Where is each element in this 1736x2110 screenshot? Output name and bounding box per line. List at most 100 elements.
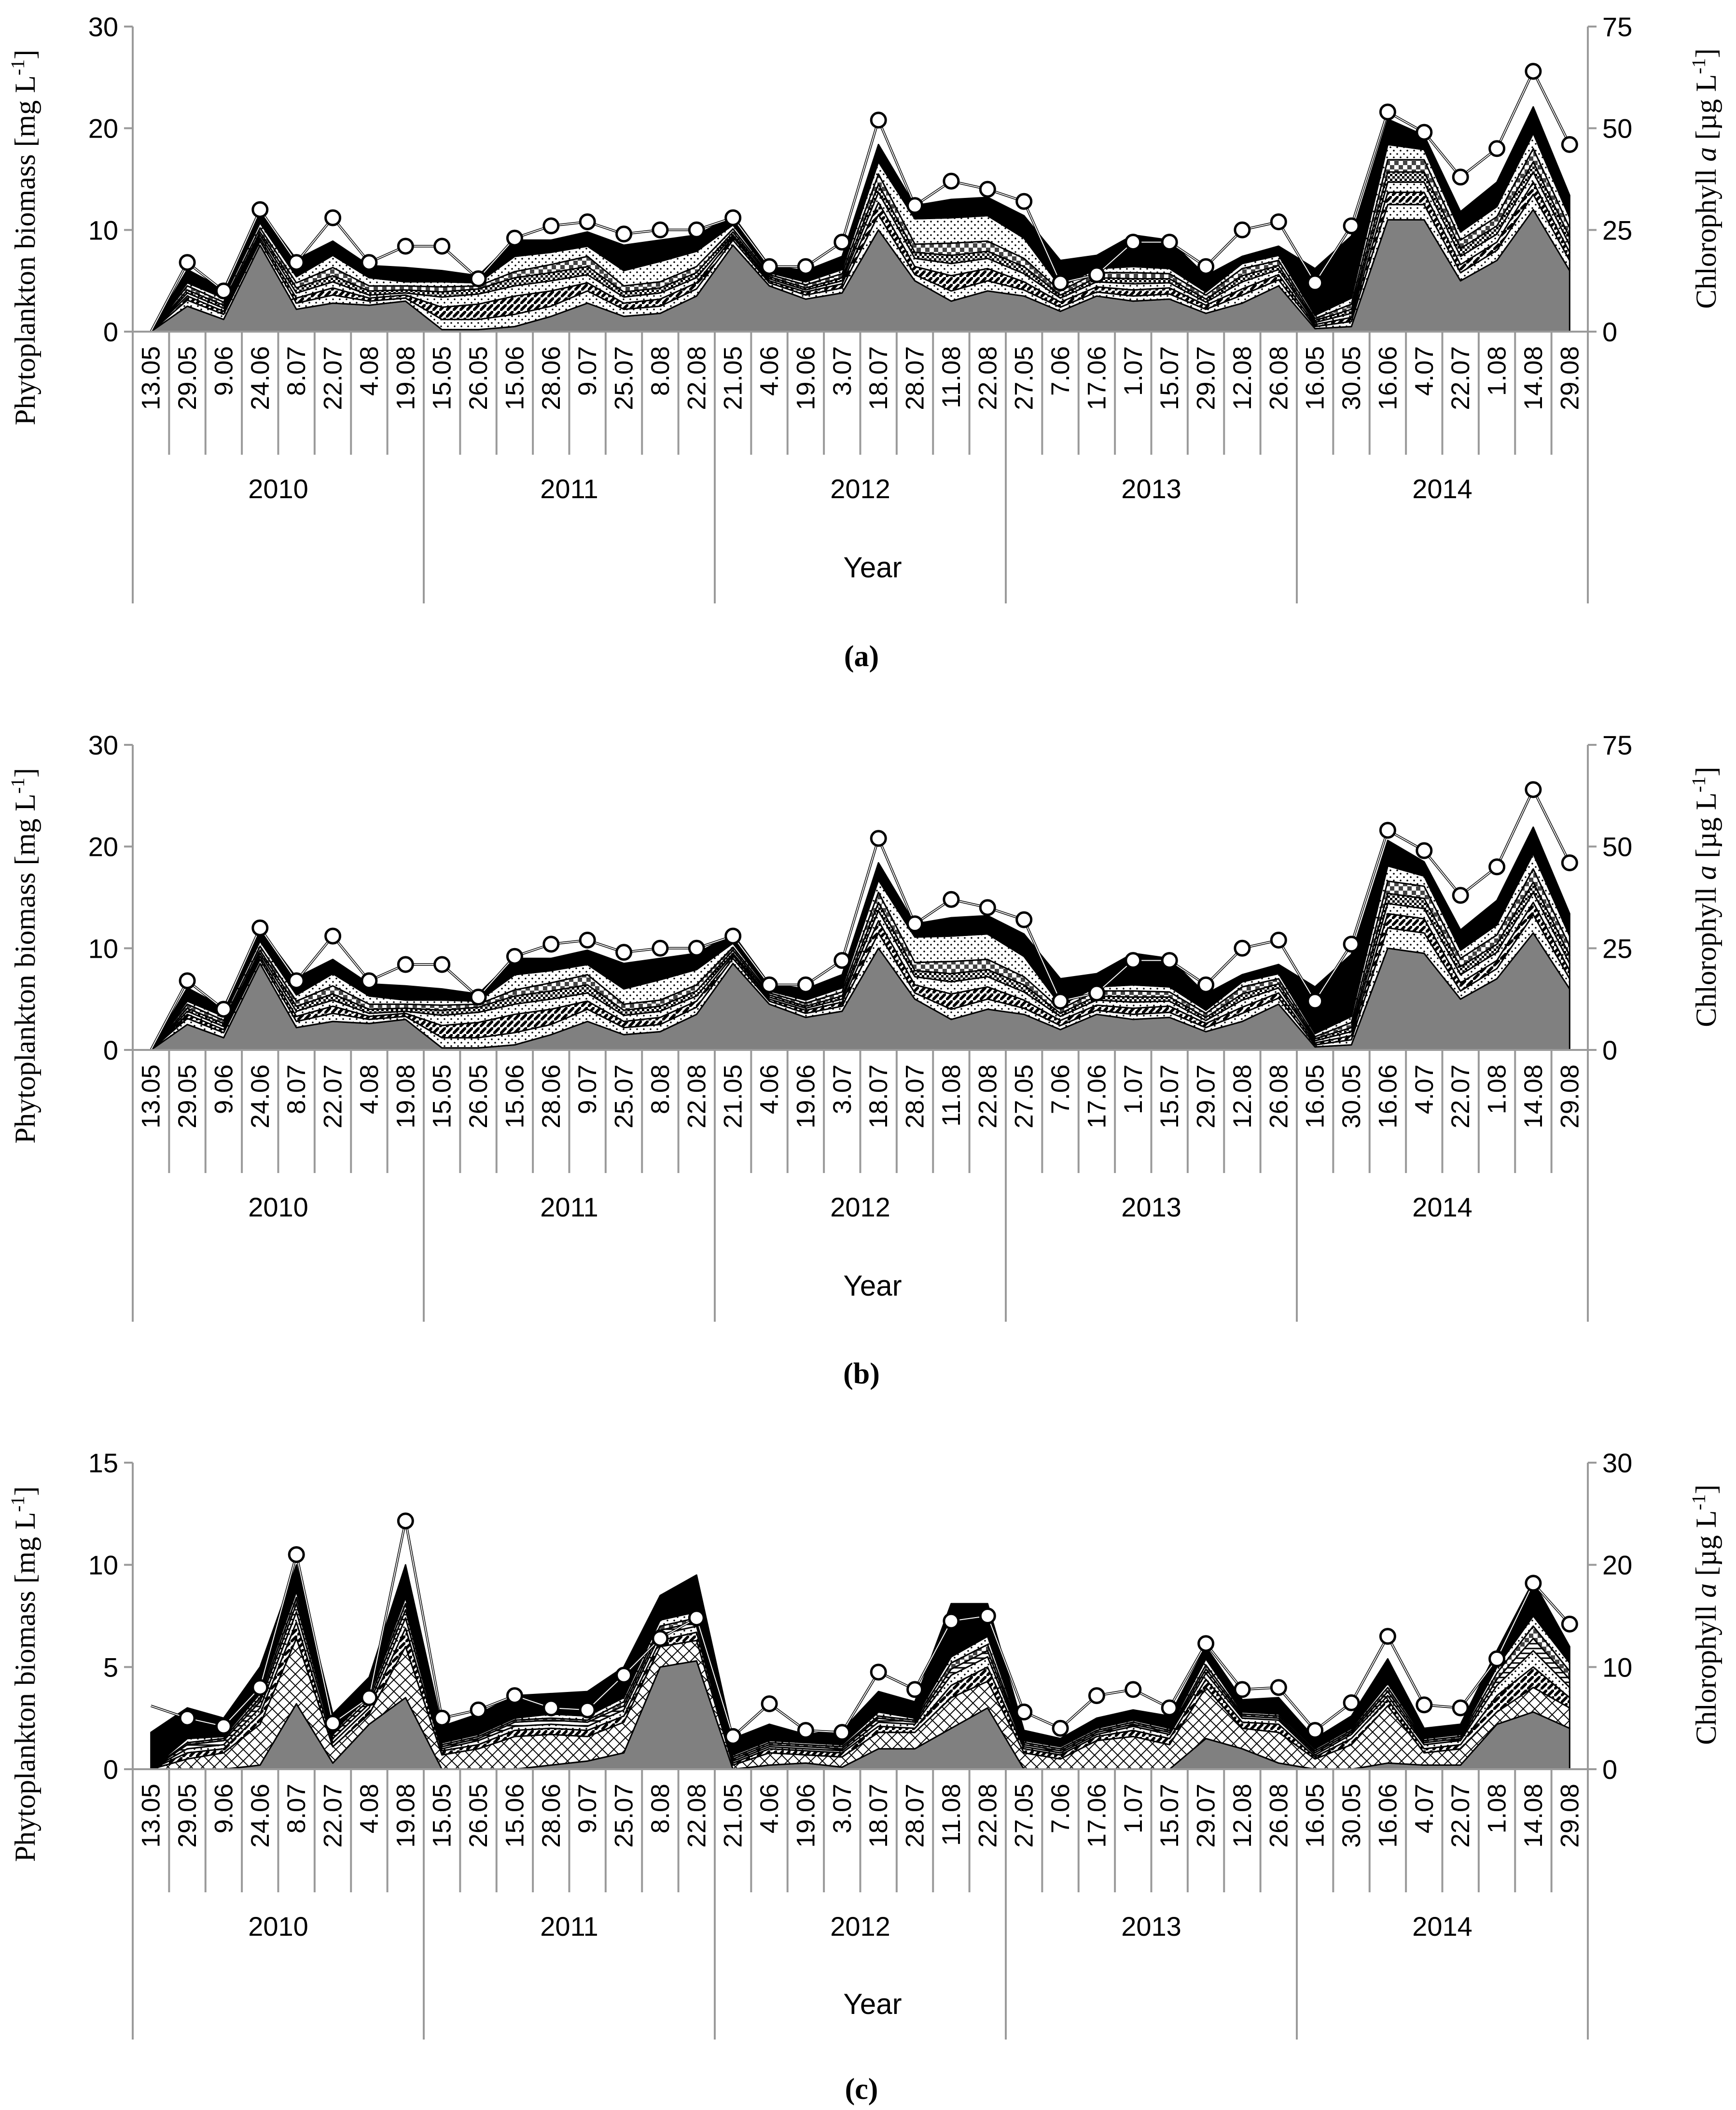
date-label: 4.06 <box>755 346 784 396</box>
chlorophyll-marker <box>433 956 451 973</box>
y2-tick-label: 20 <box>1602 1550 1632 1580</box>
date-label: 24.06 <box>246 1064 275 1129</box>
date-label: 24.06 <box>246 1784 275 1848</box>
chlorophyll-marker <box>943 172 960 190</box>
chlorophyll-marker <box>1234 221 1251 238</box>
date-label: 29.07 <box>1192 346 1221 410</box>
date-label: 22.07 <box>1446 346 1475 410</box>
chlorophyll-marker <box>688 221 705 238</box>
date-label: 19.08 <box>391 1064 420 1129</box>
date-label: 22.07 <box>319 1784 347 1848</box>
chlorophyll-marker <box>506 1687 523 1705</box>
date-label: 9.06 <box>209 346 238 396</box>
chlorophyll-marker <box>797 1722 814 1739</box>
chlorophyll-marker <box>1270 932 1287 949</box>
chlorophyll-marker <box>943 1612 960 1630</box>
chlorophyll-marker <box>1379 103 1396 121</box>
date-label: 1.07 <box>1119 1784 1148 1833</box>
y-tick-label: 10 <box>88 933 118 964</box>
panel-label: (c) <box>845 2073 878 2106</box>
chlorophyll-marker <box>870 1663 887 1681</box>
date-label: 4.07 <box>1410 1784 1439 1833</box>
chlorophyll-marker <box>288 972 305 990</box>
date-label: 15.07 <box>1155 1064 1184 1129</box>
date-label: 1.08 <box>1483 1064 1512 1114</box>
chlorophyll-marker <box>1052 992 1069 1010</box>
date-label: 4.07 <box>1410 1064 1439 1114</box>
chlorophyll-marker <box>1525 1575 1542 1592</box>
chlorophyll-marker <box>1270 213 1287 230</box>
date-label: 3.07 <box>828 1784 857 1833</box>
y-axis-label-left: Phytoplankton biomass [mg L-1] <box>7 768 41 1144</box>
year-label: 2013 <box>1121 1911 1181 1942</box>
y2-tick-label: 50 <box>1602 113 1632 144</box>
date-label: 8.08 <box>646 346 675 396</box>
date-label: 28.06 <box>537 1784 566 1848</box>
chlorophyll-marker <box>724 927 742 945</box>
chlorophyll-marker <box>1488 858 1506 876</box>
year-label: 2010 <box>248 1192 308 1222</box>
chlorophyll-marker <box>361 972 378 990</box>
date-label: 26.05 <box>464 1784 493 1848</box>
date-label: 9.07 <box>573 346 602 396</box>
date-label: 29.08 <box>1555 1784 1584 1848</box>
chlorophyll-marker <box>724 1728 742 1745</box>
chlorophyll-marker <box>1488 140 1506 157</box>
date-label: 8.07 <box>282 346 311 396</box>
chart-panel-b: 13.05 29.05 9.06 24.06 8.07 22.07 4.08 19.08 15.… <box>7 730 1722 1390</box>
chlorophyll-marker <box>1343 1694 1360 1711</box>
date-label: 22.07 <box>319 346 347 410</box>
chlorophyll-marker <box>761 1695 778 1712</box>
chlorophyll-marker <box>579 932 596 949</box>
chlorophyll-marker <box>1561 1615 1578 1633</box>
date-label: 17.06 <box>1083 1064 1111 1129</box>
date-label: 16.06 <box>1374 346 1402 410</box>
date-label: 26.08 <box>1264 1784 1293 1848</box>
y-tick-label: 30 <box>88 730 118 760</box>
date-label: 24.06 <box>246 346 275 410</box>
chlorophyll-marker <box>1452 1699 1469 1717</box>
date-label: 30.05 <box>1337 1064 1366 1129</box>
date-label: 12.08 <box>1228 1784 1257 1848</box>
date-label: 28.07 <box>901 1784 930 1848</box>
chlorophyll-marker <box>542 217 560 235</box>
chlorophyll-marker <box>1052 274 1069 292</box>
chlorophyll-marker <box>1052 1719 1069 1737</box>
chlorophyll-marker <box>1015 1704 1033 1720</box>
y2-tick-label: 0 <box>1602 1754 1617 1785</box>
chlorophyll-marker <box>1561 854 1578 871</box>
date-label: 25.07 <box>610 1064 639 1129</box>
date-label: 28.06 <box>537 1064 566 1129</box>
chlorophyll-line-inner <box>150 788 1570 1050</box>
year-label: 2014 <box>1412 1911 1472 1942</box>
date-label: 25.07 <box>610 346 639 410</box>
chlorophyll-marker <box>179 254 196 271</box>
y-tick-label: 10 <box>88 1550 118 1580</box>
date-label: 9.07 <box>573 1784 602 1833</box>
date-label: 22.08 <box>973 1784 1002 1848</box>
y2-tick-label: 0 <box>1602 1035 1617 1065</box>
date-label: 9.06 <box>209 1784 238 1833</box>
date-label: 19.06 <box>792 346 820 410</box>
date-label: 22.07 <box>1446 1784 1475 1848</box>
chlorophyll-marker <box>324 1715 342 1732</box>
y2-tick-label: 30 <box>1602 1448 1632 1478</box>
date-label: 8.08 <box>646 1064 675 1114</box>
y-tick-label: 15 <box>88 1448 118 1478</box>
chlorophyll-marker <box>251 919 269 936</box>
year-label: 2014 <box>1412 1192 1472 1222</box>
date-label: 17.06 <box>1083 346 1111 410</box>
date-label: 22.07 <box>1446 1064 1475 1129</box>
chlorophyll-marker <box>688 939 705 957</box>
year-label: 2012 <box>830 474 890 504</box>
y-tick-label: 0 <box>103 317 118 347</box>
chlorophyll-marker <box>724 209 742 226</box>
date-label: 14.08 <box>1519 1064 1548 1129</box>
date-label: 13.05 <box>137 1784 166 1848</box>
chlorophyll-marker <box>324 927 342 945</box>
date-label: 3.07 <box>828 346 857 396</box>
date-label: 14.08 <box>1519 1784 1548 1848</box>
chlorophyll-marker <box>1452 887 1469 904</box>
date-label: 16.06 <box>1374 1064 1402 1129</box>
panel-label: (a) <box>844 640 879 673</box>
